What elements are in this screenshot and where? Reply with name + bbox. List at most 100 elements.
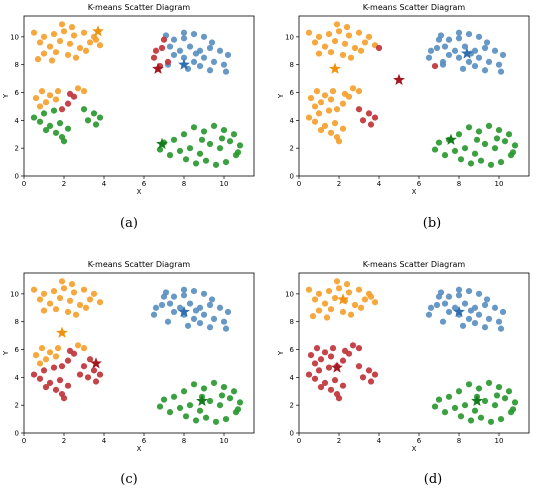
data-point — [210, 58, 218, 66]
data-point — [461, 300, 469, 307]
data-point — [497, 158, 505, 166]
data-point — [164, 318, 172, 325]
series-green — [156, 379, 244, 425]
data-point — [491, 304, 499, 311]
data-point — [511, 399, 519, 406]
data-point — [212, 418, 220, 425]
data-point — [455, 131, 463, 138]
data-point — [40, 290, 48, 297]
data-point — [40, 307, 48, 314]
data-point — [200, 311, 208, 318]
data-point — [186, 145, 194, 152]
data-point — [445, 308, 453, 316]
data-point — [361, 296, 369, 303]
data-point — [461, 402, 469, 409]
data-point — [339, 357, 347, 364]
data-point — [439, 318, 447, 325]
y-tick-label: 6 — [15, 89, 20, 97]
data-point — [40, 33, 48, 40]
data-point — [467, 160, 475, 167]
data-point — [335, 138, 343, 145]
x-tick-label: 10 — [220, 180, 229, 188]
series-orange — [305, 21, 379, 145]
centroid-star-icon — [331, 361, 343, 373]
data-point — [481, 397, 489, 405]
data-point — [64, 357, 72, 364]
x-tick-label: 2 — [62, 437, 66, 445]
data-point — [451, 404, 459, 412]
data-point — [46, 300, 54, 307]
data-point — [493, 392, 501, 399]
data-point — [58, 278, 66, 285]
data-point — [509, 406, 517, 413]
data-point — [329, 345, 337, 352]
data-point — [66, 40, 74, 47]
data-point — [234, 406, 242, 413]
data-point — [317, 126, 325, 134]
data-point — [425, 311, 433, 318]
data-point — [495, 383, 503, 391]
y-tick-label: 10 — [285, 290, 294, 298]
series-red — [355, 44, 439, 128]
data-point — [431, 62, 439, 70]
series-orange — [30, 278, 104, 367]
centroid-star-icon — [156, 137, 168, 150]
x-tick-label: 0 — [22, 180, 26, 188]
data-point — [234, 149, 242, 156]
data-point — [60, 138, 68, 145]
data-point — [315, 307, 323, 314]
data-point — [323, 314, 331, 321]
data-point — [50, 287, 58, 295]
data-point — [345, 289, 353, 296]
data-point — [481, 67, 489, 74]
data-point — [82, 47, 90, 54]
data-point — [367, 293, 375, 300]
data-point — [327, 96, 335, 103]
data-point — [170, 136, 178, 143]
centroid-star-icon — [337, 293, 349, 305]
data-point — [170, 308, 178, 316]
data-point — [80, 286, 88, 293]
data-point — [471, 319, 479, 327]
data-point — [341, 40, 349, 47]
data-point — [180, 35, 188, 42]
data-point — [465, 315, 473, 323]
series-orange — [30, 21, 104, 110]
data-point — [505, 388, 513, 395]
x-tick-label: 4 — [377, 180, 382, 188]
data-point — [182, 413, 190, 420]
data-point — [309, 313, 317, 320]
data-point — [64, 51, 72, 59]
data-point — [76, 44, 84, 52]
data-point — [305, 371, 313, 378]
x-axis-label: X — [412, 188, 417, 196]
data-point — [196, 150, 204, 157]
data-point — [483, 39, 491, 46]
data-point — [192, 160, 200, 167]
data-point — [170, 36, 178, 43]
data-point — [54, 88, 62, 95]
data-point — [180, 54, 188, 61]
caption-b: (b) — [422, 216, 442, 231]
data-point — [64, 308, 72, 316]
x-tick-label: 0 — [297, 437, 301, 445]
data-point — [222, 325, 230, 332]
data-point — [64, 125, 72, 132]
data-point — [465, 124, 473, 131]
data-point — [32, 351, 40, 359]
data-point — [84, 117, 92, 124]
data-point — [206, 140, 214, 148]
data-point — [206, 301, 214, 309]
data-point — [46, 43, 54, 50]
data-point — [367, 121, 375, 128]
y-tick-label: 8 — [290, 61, 294, 69]
data-point — [192, 417, 200, 424]
y-tick-label: 4 — [290, 374, 295, 382]
data-point — [485, 315, 493, 323]
data-point — [445, 51, 453, 59]
data-point — [317, 99, 325, 106]
data-point — [311, 118, 319, 125]
data-point — [359, 374, 367, 381]
data-point — [371, 114, 379, 121]
